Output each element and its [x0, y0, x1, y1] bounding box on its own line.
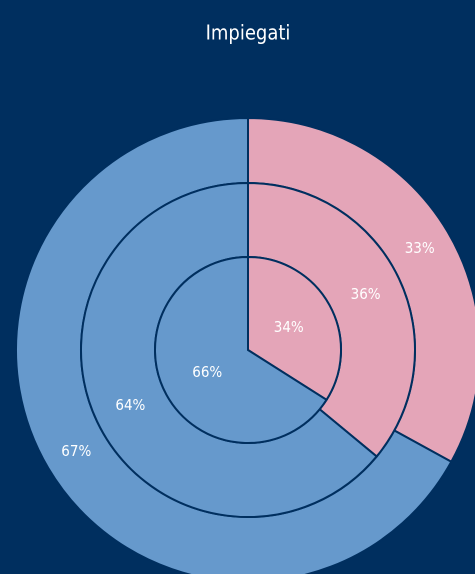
data-label: 34%: [274, 318, 304, 336]
data-label: 36%: [351, 285, 381, 303]
data-label: 64%: [115, 396, 145, 414]
data-label: 67%: [61, 442, 91, 460]
data-label: 33%: [405, 239, 435, 257]
data-label: 66%: [192, 363, 222, 381]
pie-slice: [154, 255, 328, 444]
chart-title: Impiegati: [206, 21, 291, 45]
